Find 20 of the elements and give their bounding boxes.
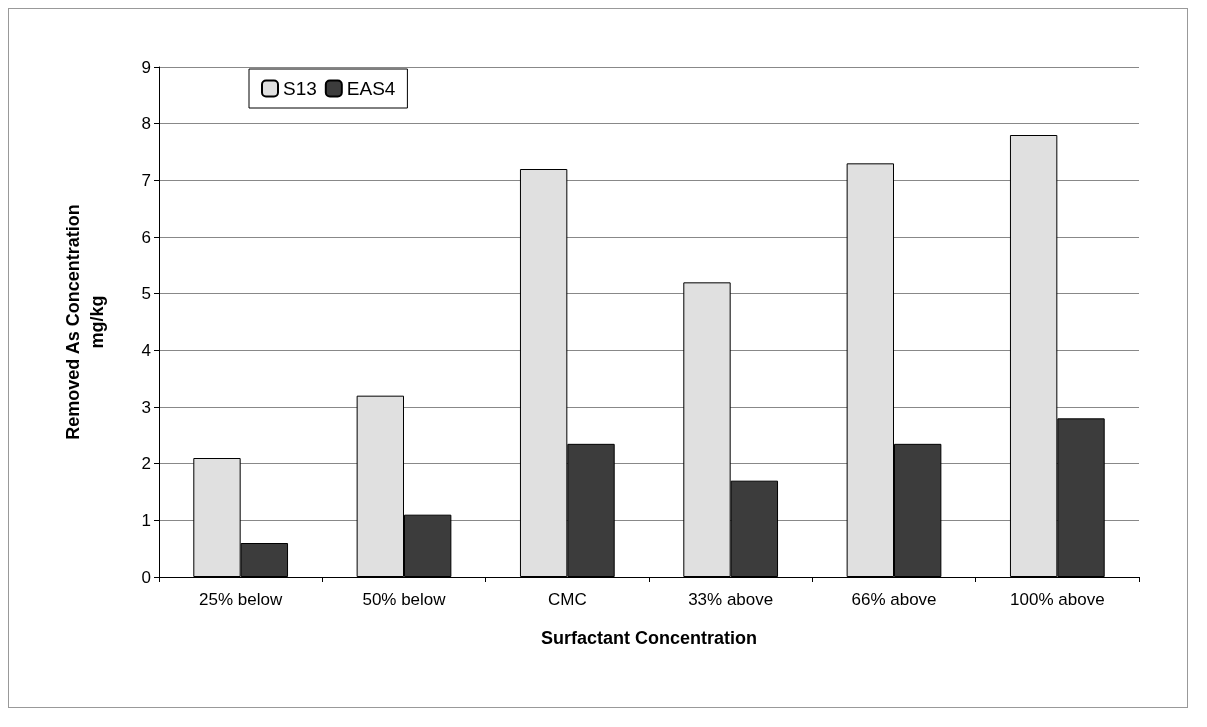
y-tick-label: 2 [141, 454, 151, 474]
y-tick-label: 5 [141, 284, 151, 304]
y-tick-label: 8 [141, 114, 151, 134]
x-tick-label: CMC [547, 590, 587, 609]
legend-label: S13 [283, 78, 317, 99]
x-tick-label: 25% below [199, 590, 283, 609]
x-tick-label: 66% above [851, 590, 937, 609]
y-tick-label: 0 [141, 567, 151, 587]
y-tick-label: 9 [141, 57, 151, 77]
y-axis-title: Removed As Concentration mg/kg [63, 204, 107, 440]
legend-label: EAS4 [346, 78, 396, 99]
y-tick-label: 6 [141, 227, 151, 247]
y-tick-label: 1 [141, 510, 151, 530]
x-tick-label: 50% below [362, 590, 447, 609]
y-tick-label: 3 [141, 397, 151, 417]
x-axis-title: Surfactant Concentration [540, 628, 758, 648]
y-tick-label: 4 [141, 340, 151, 360]
y-tick-label: 7 [141, 170, 151, 190]
x-tick-label: 33% above [688, 590, 774, 609]
x-tick-label: 100% above [1010, 590, 1105, 609]
